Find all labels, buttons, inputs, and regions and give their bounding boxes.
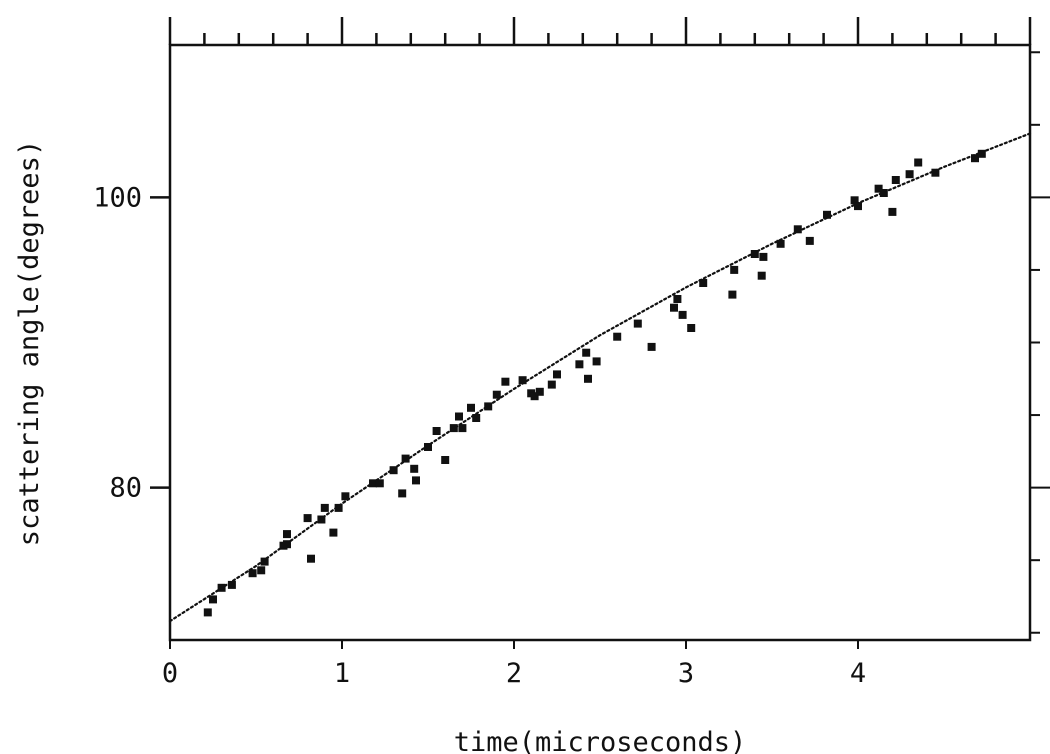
data-point [398,489,407,498]
data-point [320,503,329,512]
data-point [854,202,862,211]
data-point [584,374,592,383]
data-point [699,279,708,287]
data-point [472,414,481,422]
data-point [248,569,257,578]
data-point [931,168,940,177]
data-point [850,196,859,205]
x-tick-label: 0 [162,658,178,689]
data-point [874,184,883,193]
data-point [687,324,696,332]
data-point [424,443,432,451]
data-point [977,149,986,158]
x-tick-label: 2 [506,658,522,689]
data-point [647,342,656,351]
y-tick-label: 100 [93,182,142,213]
data-point [547,380,556,389]
data-point [455,412,463,421]
data-point [449,424,458,433]
data-point [369,479,377,488]
data-point [283,530,291,539]
data-point [484,402,493,411]
data-point [805,236,814,245]
data-point [283,540,291,549]
data-point [307,554,315,563]
data-point [260,557,269,566]
data-point [575,360,584,369]
data-point [728,290,737,299]
data-point [633,319,642,328]
data-point [592,357,601,366]
data-point [888,207,897,216]
data-point [203,608,212,617]
data-point [553,370,561,379]
data-point [441,456,450,464]
data-point [334,503,343,512]
data-point [891,176,900,184]
x-tick-label: 4 [850,658,866,689]
x-axis-title: time(microseconds) [454,727,747,754]
data-point [257,566,266,575]
x-tick-label: 3 [678,658,694,689]
fit-curve [168,132,1032,623]
data-point [914,158,923,167]
data-point [209,595,217,604]
data-point [670,303,678,312]
data-point [793,225,802,234]
data-point [401,454,410,463]
data-point [678,310,687,319]
y-tick-label: 80 [109,473,142,504]
data-point [317,515,326,524]
data-point [467,403,475,412]
data-point [757,271,766,280]
data-points [203,149,986,617]
x-axis-ticks: 0 1 2 3 4 [162,640,866,689]
data-point [389,466,398,475]
fit-line-path [168,132,1032,623]
data-point [410,464,419,473]
data-point [776,239,785,248]
top-axis-ticks [168,17,1032,45]
data-point [329,528,338,537]
data-point [432,427,441,435]
data-point [518,376,527,385]
data-point [613,332,622,341]
data-point [227,580,236,589]
data-point [879,189,888,197]
data-point [341,492,350,501]
data-point [905,170,914,179]
data-point [530,392,539,401]
data-point [458,424,467,433]
data-point [823,210,831,219]
x-tick-label: 1 [334,658,350,689]
data-point [303,514,312,523]
right-axis-ticks [1030,51,1050,634]
data-point [730,265,739,274]
data-point [375,479,384,488]
plot-frame [168,43,1032,642]
data-point [673,295,682,303]
data-point [750,250,759,258]
data-point [971,154,979,163]
y-axis-title: scattering angle(degrees) [14,140,45,546]
data-point [217,583,226,592]
data-point [501,377,510,386]
data-point [582,348,591,357]
data-point [492,390,501,399]
data-point [535,387,544,396]
data-point [759,252,768,261]
y-axis-ticks: 80 100 [93,182,170,504]
data-point [412,476,420,485]
